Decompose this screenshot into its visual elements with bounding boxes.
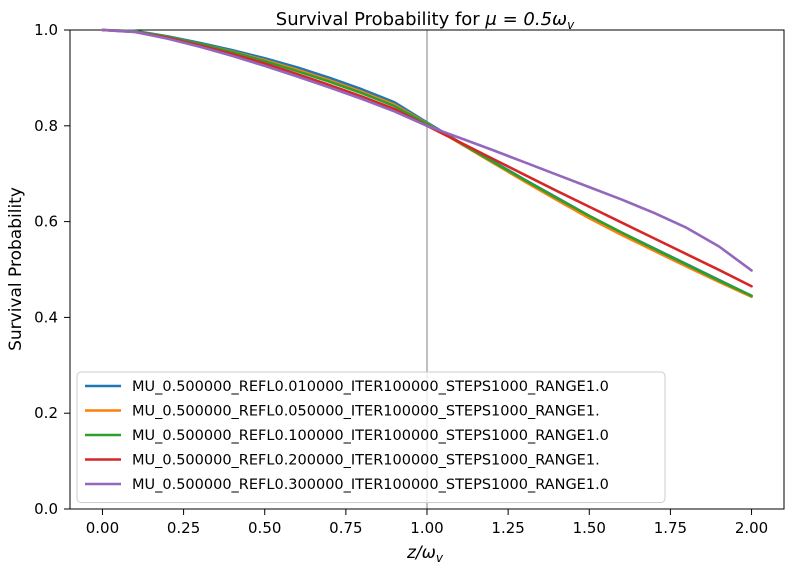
x-tick-label: 1.00	[410, 519, 443, 537]
y-tick-label: 0.8	[34, 117, 58, 135]
legend: MU_0.500000_REFL0.010000_ITER100000_STEP…	[76, 371, 666, 503]
legend-label-5: MU_0.500000_REFL0.300000_ITER100000_STEP…	[132, 477, 609, 493]
y-tick-label: 0.2	[34, 404, 58, 422]
y-tick-label: 0.0	[34, 500, 58, 518]
x-tick-label: 0.75	[329, 519, 362, 537]
x-tick-label: 1.25	[491, 519, 524, 537]
x-tick-label: 2.00	[735, 519, 768, 537]
series-lines	[101, 28, 753, 299]
x-axis-label: z/ωv	[406, 543, 444, 565]
y-tick-label: 0.4	[34, 308, 58, 326]
legend-label-1: MU_0.500000_REFL0.010000_ITER100000_STEP…	[132, 379, 609, 395]
legend-box	[76, 371, 666, 503]
legend-label-4: MU_0.500000_REFL0.200000_ITER100000_STEP…	[132, 453, 600, 469]
y-axis-label: Survival Probability	[6, 187, 26, 351]
series-line-3	[101, 28, 753, 298]
series-line-5	[101, 28, 753, 272]
y-tick-label: 0.6	[34, 213, 58, 231]
x-tick-label: 1.75	[654, 519, 687, 537]
x-tick-label: 0.00	[86, 519, 119, 537]
legend-label-3: MU_0.500000_REFL0.100000_ITER100000_STEP…	[132, 428, 609, 444]
x-tick-label: 0.50	[248, 519, 281, 537]
x-tick-label: 0.25	[167, 519, 200, 537]
x-tick-label: 1.50	[573, 519, 606, 537]
axis-ticks: 0.00 0.25 0.50 0.75 1.00 1.25 1.50 1.75 2.00 0.0 0…	[34, 21, 768, 537]
y-tick-label: 1.0	[34, 21, 58, 39]
chart-title: Survival Probability for μ = 0.5ωv	[276, 9, 575, 32]
legend-label-2: MU_0.500000_REFL0.050000_ITER100000_STEP…	[132, 404, 600, 420]
